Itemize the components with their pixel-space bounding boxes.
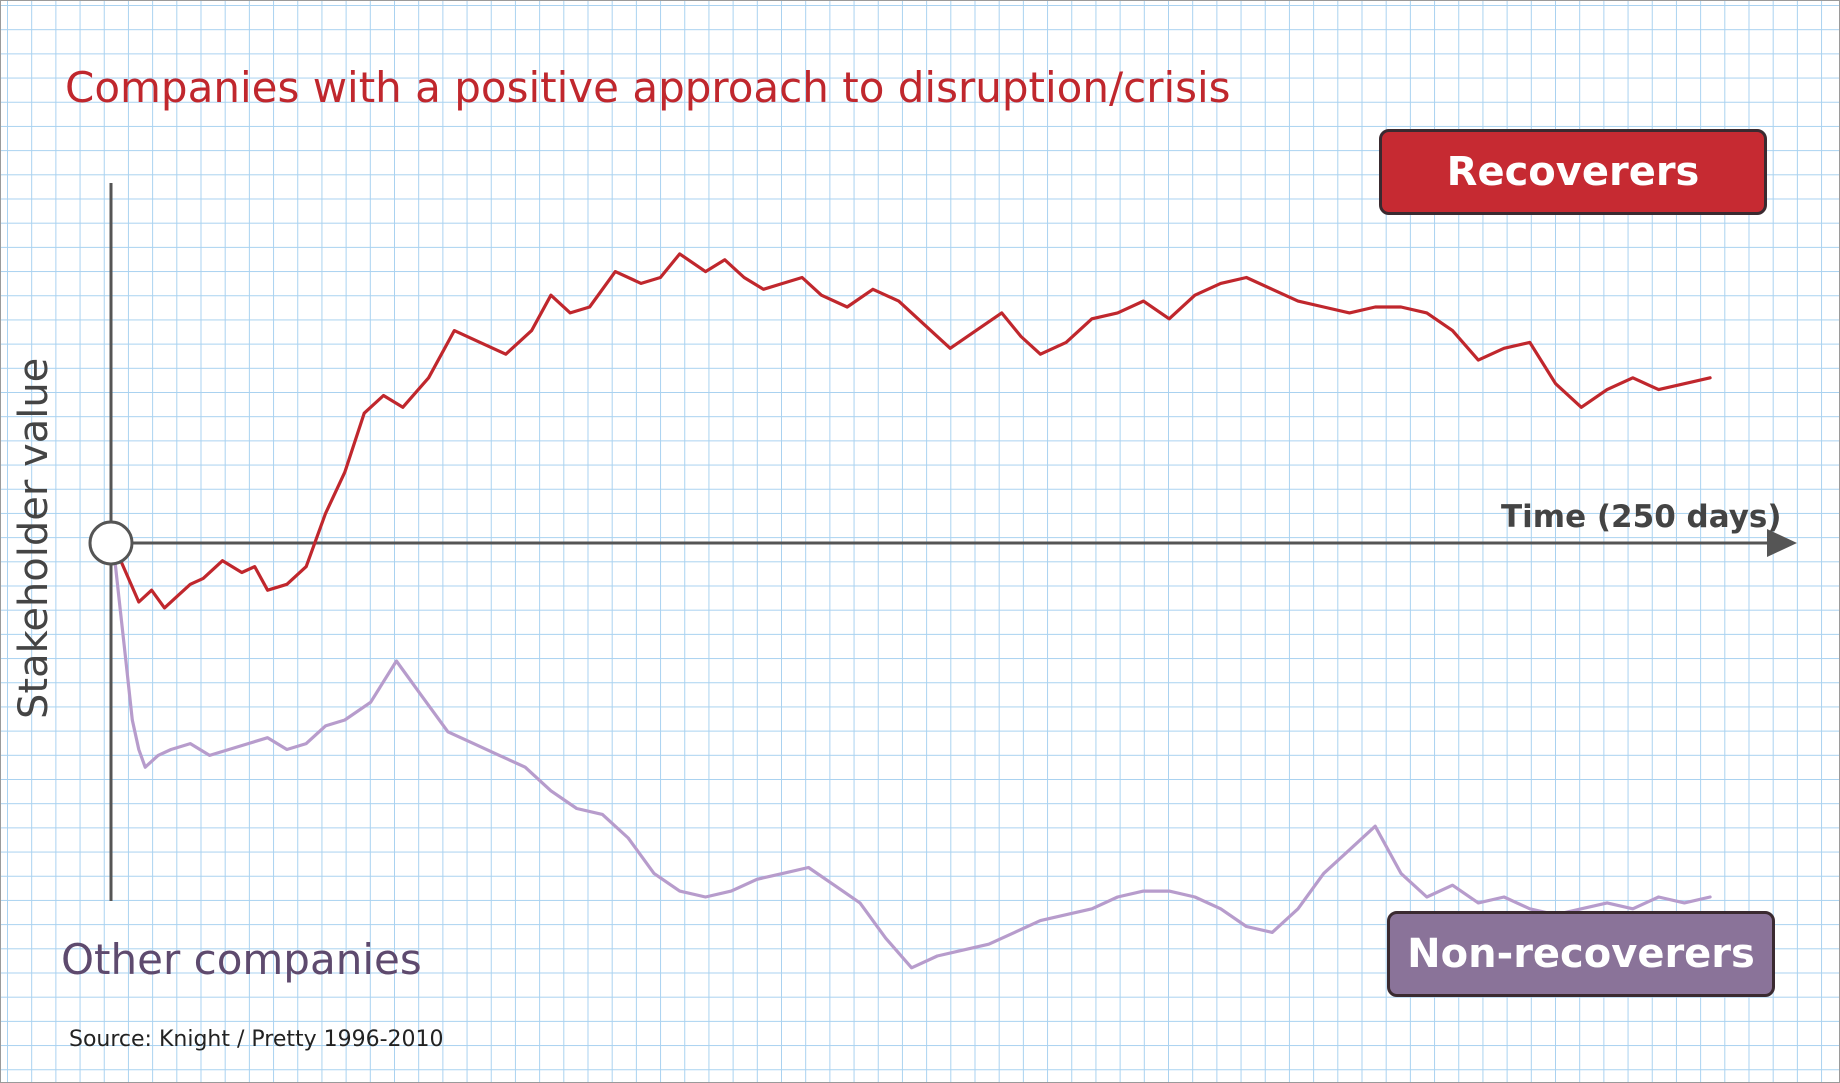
legend-non-recoverers: Non-recoverers [1387,911,1775,997]
x-axis-label: Time (250 days) [1501,499,1782,535]
origin-circle-icon [88,520,134,566]
series-layer [111,252,1712,970]
origin-layer [88,520,134,566]
other-companies-label: Other companies [61,935,422,984]
source-note: Source: Knight / Pretty 1996-2010 [69,1027,444,1052]
axes [109,183,1797,901]
series-line-recoverers [111,252,1712,610]
series-line-non-recoverers [111,541,1712,970]
legend-recoverers: Recoverers [1379,129,1767,215]
y-axis-label: Stakeholder value [11,357,57,719]
chart-title: Companies with a positive approach to di… [65,63,1231,112]
x-axis-arrow-icon [1767,529,1797,557]
